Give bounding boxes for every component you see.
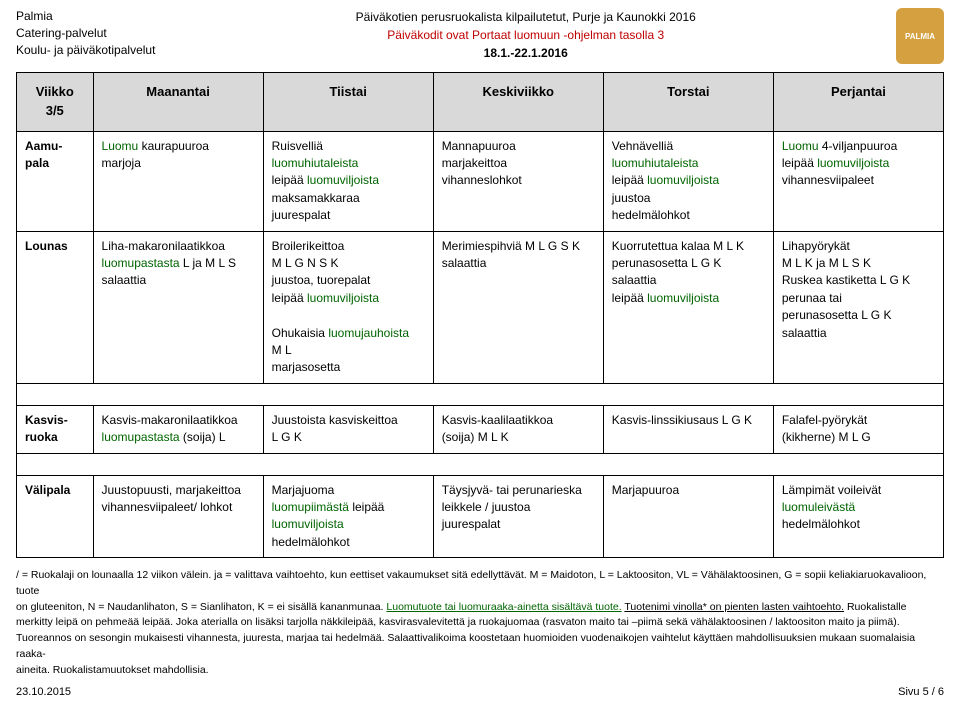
footnote-underline: Tuotenimi vinolla* on pienten lasten vai… — [624, 601, 844, 613]
menu-cell: Luomu kaurapuuroamarjoja — [93, 131, 263, 231]
menu-cell: Merimiespihviä M L G S Ksalaattia — [433, 231, 603, 383]
table-row: VälipalaJuustopuusti, marjakeittoavihann… — [17, 475, 944, 558]
header-title: Päiväkotien perusruokalista kilpailutetu… — [155, 8, 896, 62]
week-header: Viikko 3/5 — [17, 73, 94, 132]
footnote-text: merkitty leipä on pehmeää leipää. Joka a… — [16, 616, 900, 628]
footnote-text: Ruokalistalle — [847, 601, 907, 613]
week-num: 3/5 — [46, 103, 64, 118]
row-label: Kasvis-ruoka — [17, 405, 94, 453]
menu-table: Viikko 3/5 Maanantai Tiistai Keskiviikko… — [16, 72, 944, 558]
row-label: Lounas — [17, 231, 94, 383]
menu-cell: Marjajuomaluomupiimästä leipääluomuviljo… — [263, 475, 433, 558]
footnote-luomu: Luomutuote tai luomuraaka-ainetta sisält… — [386, 601, 621, 613]
title-line-1: Päiväkotien perusruokalista kilpailutetu… — [155, 8, 896, 26]
day-header: Maanantai — [93, 73, 263, 132]
logo: PALMIA — [896, 8, 944, 64]
org-line-3: Koulu- ja päiväkotipalvelut — [16, 42, 155, 59]
page-header: Palmia Catering-palvelut Koulu- ja päivä… — [16, 8, 944, 64]
menu-cell: Juustopuusti, marjakeittoavihannesviipal… — [93, 475, 263, 558]
day-header: Torstai — [603, 73, 773, 132]
menu-cell: Kasvis-makaronilaatikkoaluomupastasta (s… — [93, 405, 263, 453]
footnote-text: aineita. Ruokalistamuutokset mahdollisia… — [16, 664, 209, 676]
logo-text: PALMIA — [905, 32, 935, 41]
menu-cell: Liha-makaronilaatikkoaluomupastasta L ja… — [93, 231, 263, 383]
footnote-text: on gluteeniton, N = Naudanlihaton, S = S… — [16, 601, 386, 613]
table-row: LounasLiha-makaronilaatikkoaluomupastast… — [17, 231, 944, 383]
menu-cell: Lämpimät voileivätluomuleivästähedelmälo… — [773, 475, 943, 558]
table-row: Aamu-palaLuomu kaurapuuroamarjojaRuisvel… — [17, 131, 944, 231]
header-org: Palmia Catering-palvelut Koulu- ja päivä… — [16, 8, 155, 58]
menu-cell: LihapyörykätM L K ja M L S KRuskea kasti… — [773, 231, 943, 383]
menu-cell: Täysjyvä- tai perunarieskaleikkele / juu… — [433, 475, 603, 558]
week-label: Viikko — [36, 84, 74, 99]
menu-cell: Kuorrutettua kalaa M L Kperunasosetta L … — [603, 231, 773, 383]
day-header: Tiistai — [263, 73, 433, 132]
row-label: Aamu-pala — [17, 131, 94, 231]
table-row: Kasvis-ruokaKasvis-makaronilaatikkoaluom… — [17, 405, 944, 453]
day-header: Keskiviikko — [433, 73, 603, 132]
menu-cell: Mannapuuroamarjakeittoavihanneslohkot — [433, 131, 603, 231]
table-header-row: Viikko 3/5 Maanantai Tiistai Keskiviikko… — [17, 73, 944, 132]
footnote-text: / = Ruokalaji on lounaalla 12 viikon väl… — [16, 569, 926, 597]
menu-cell: Falafel-pyörykät(kikherne) M L G — [773, 405, 943, 453]
menu-cell: Juustoista kasviskeittoaL G K — [263, 405, 433, 453]
footer-page: Sivu 5 / 6 — [898, 686, 944, 698]
menu-cell: Kasvis-kaalilaatikkoa(soija) M L K — [433, 405, 603, 453]
menu-cell: Kasvis-linssikiusaus L G K — [603, 405, 773, 453]
menu-cell: Luomu 4-viljanpuuroaleipää luomuviljoist… — [773, 131, 943, 231]
footnote-text: Tuoreannos on sesongin mukaisesti vihann… — [16, 632, 915, 660]
page-footer: 23.10.2015 Sivu 5 / 6 — [16, 686, 944, 698]
title-dates: 18.1.-22.1.2016 — [155, 44, 896, 62]
menu-cell: Marjapuuroa — [603, 475, 773, 558]
menu-cell: Ruisvelliäluomuhiutaleistaleipää luomuvi… — [263, 131, 433, 231]
menu-cell: Vehnävelliäluomuhiutaleistaleipää luomuv… — [603, 131, 773, 231]
row-label: Välipala — [17, 475, 94, 558]
org-line-1: Palmia — [16, 8, 155, 25]
menu-cell: BroilerikeittoaM L G N S Kjuustoa, tuore… — [263, 231, 433, 383]
footer-date: 23.10.2015 — [16, 686, 71, 698]
day-header: Perjantai — [773, 73, 943, 132]
org-line-2: Catering-palvelut — [16, 25, 155, 42]
footnotes: / = Ruokalaji on lounaalla 12 viikon väl… — [16, 568, 944, 678]
title-line-2: Päiväkodit ovat Portaat luomuun -ohjelma… — [155, 26, 896, 44]
